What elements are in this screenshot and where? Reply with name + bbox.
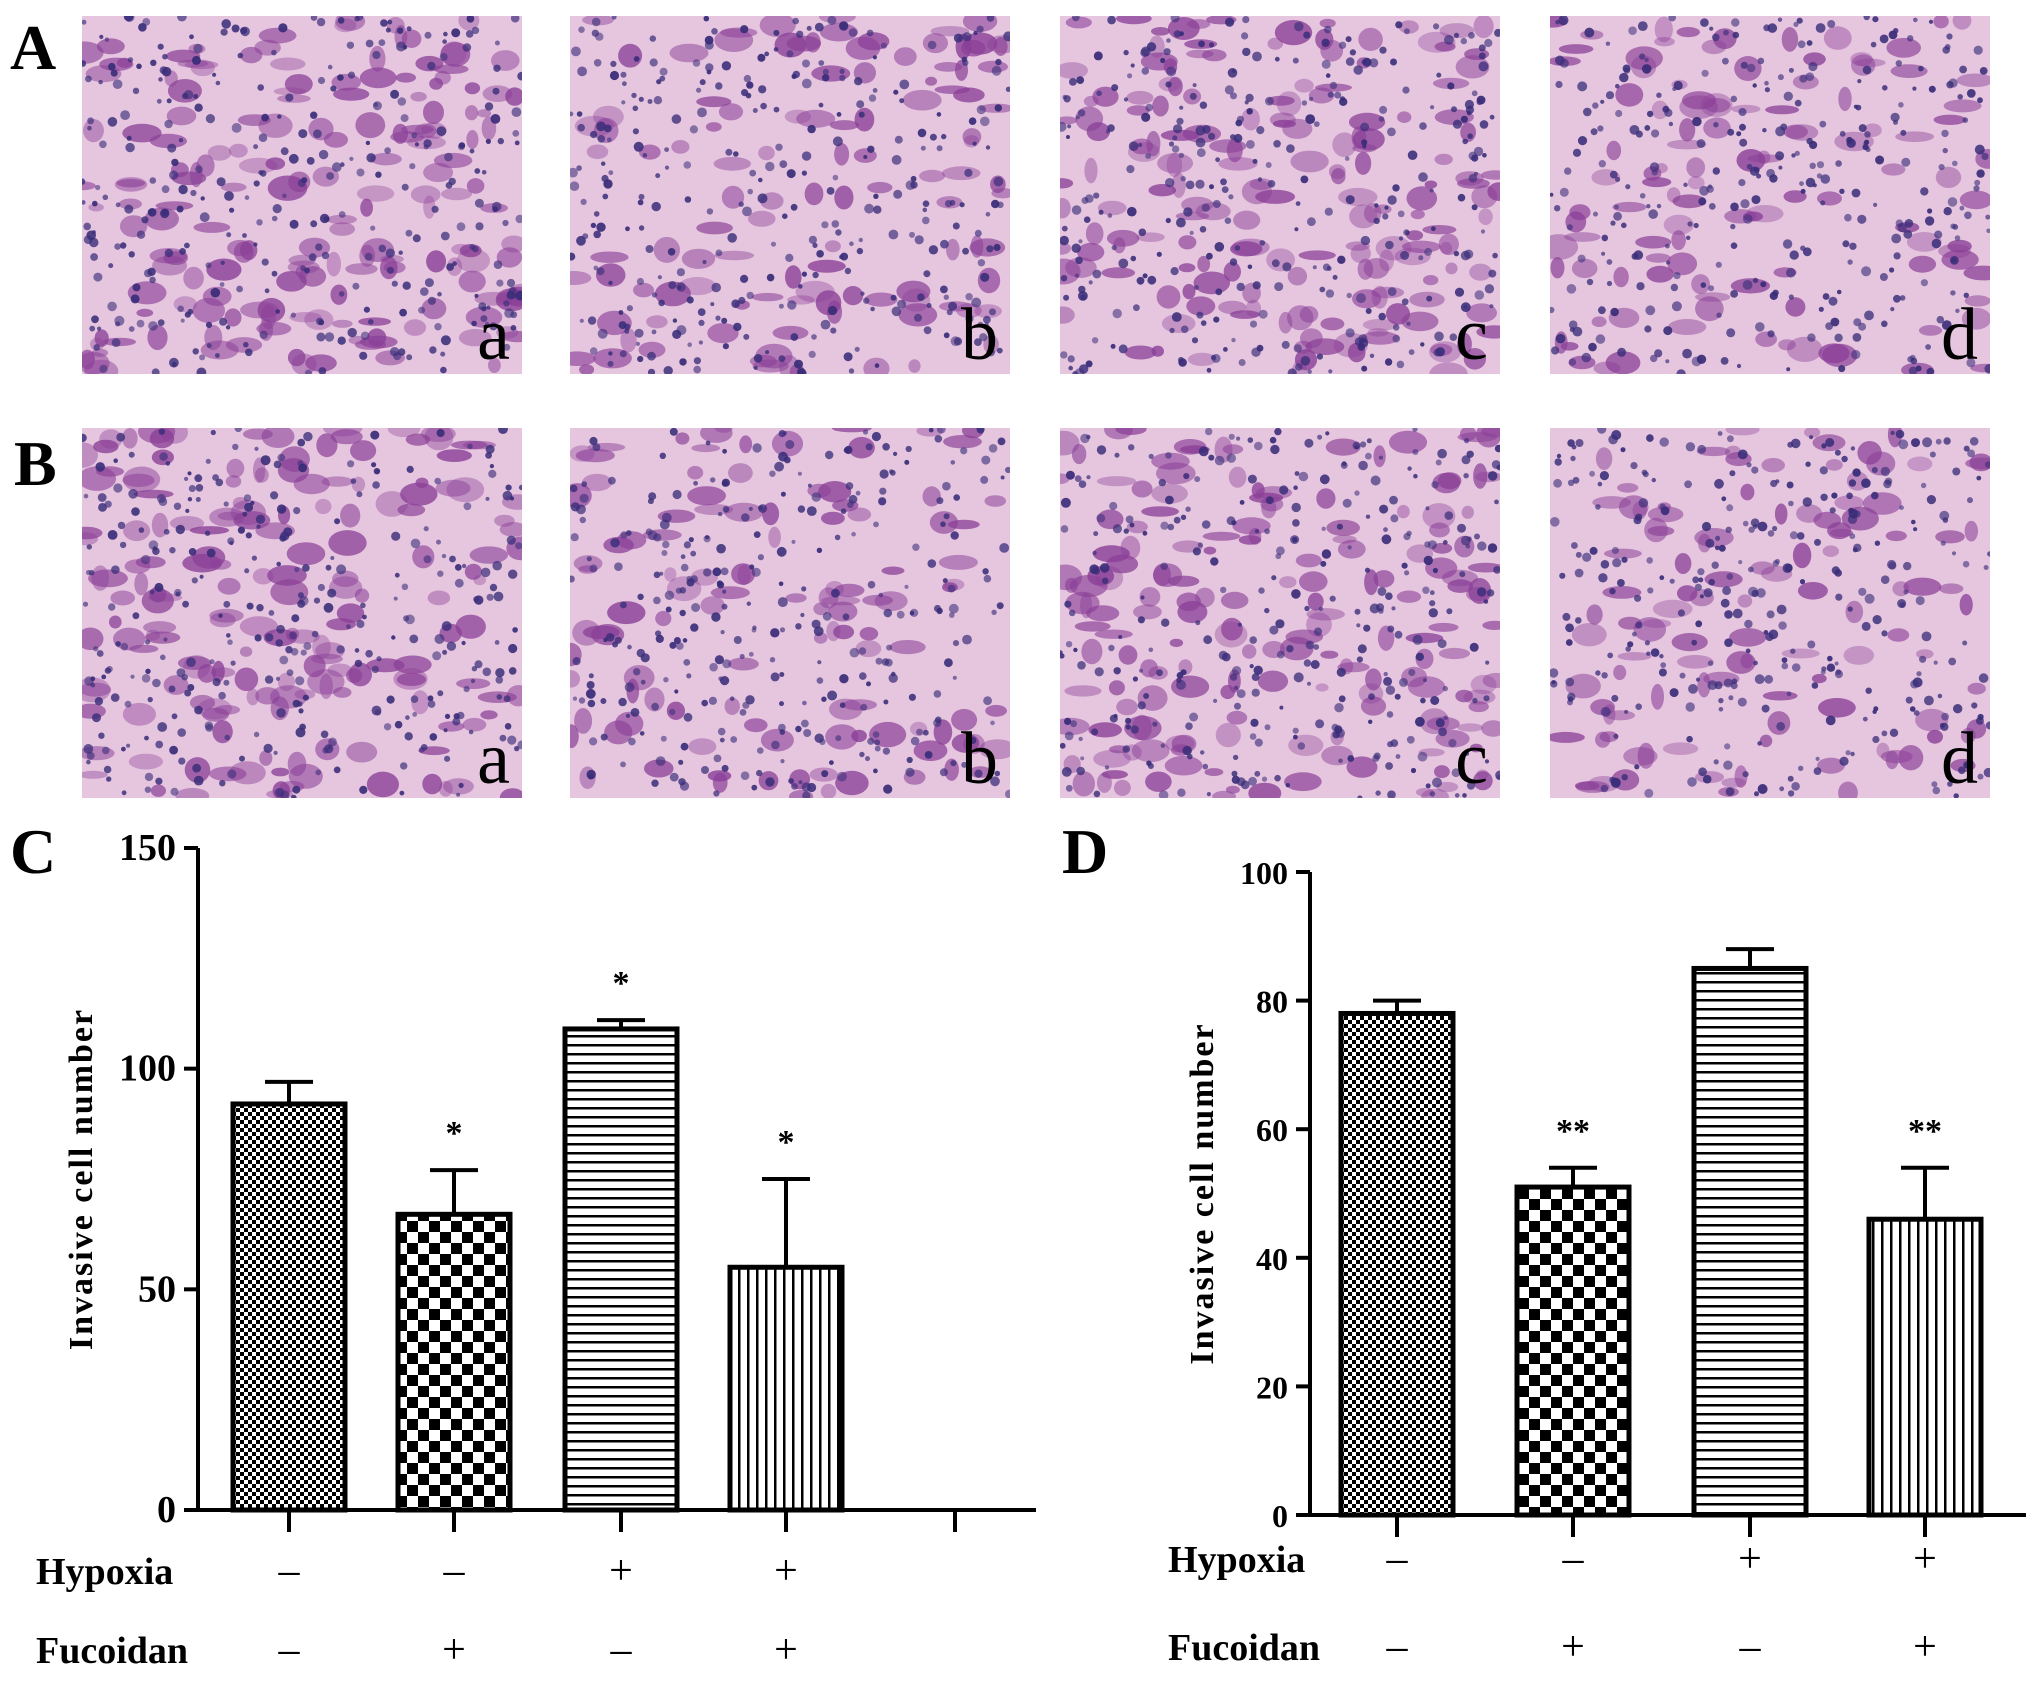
significance-mark: * [778,1124,795,1161]
condition-value: – [278,1627,301,1673]
bar [562,1026,680,1513]
micro-image-b-2: b [570,428,1010,798]
chart-d: 0 20 40 60 80 100 Invasive cell number ** ** Hypo… [1168,855,2026,1670]
significance-mark: * [613,965,630,1002]
y-tick-label: 50 [138,1268,176,1310]
micro-sublabel: d [1941,718,1978,798]
micro-image-b-1: a [82,428,522,798]
chart-c: 0 50 100 150 Invasive cell number * * * Hypoxia –… [36,827,1036,1673]
y-tick-label: 100 [119,1048,176,1090]
y-tick-label: 0 [1272,1498,1288,1534]
significance-mark: * [446,1115,463,1152]
y-tick-label: 0 [157,1489,176,1531]
condition-label: Fucoidan [1168,1627,1320,1669]
condition-value: + [774,1627,798,1673]
y-tick-label: 40 [1256,1241,1288,1277]
y-tick-label: 60 [1256,1112,1288,1148]
micro-sublabel: c [1455,718,1488,798]
condition-value: – [1386,1624,1409,1670]
bar [1514,1184,1632,1518]
condition-value: + [1561,1624,1585,1670]
condition-label: Fucoidan [36,1630,188,1672]
micro-image-a-1: a [82,16,522,374]
condition-label: Hypoxia [36,1551,173,1593]
condition-value: + [1913,1624,1937,1670]
micro-sublabel: d [1941,294,1978,374]
condition-value: + [774,1548,798,1594]
micro-sublabel: c [1455,294,1488,374]
micro-image-a-3: c [1060,16,1500,374]
y-tick-label: 150 [119,827,176,869]
condition-value: – [278,1548,301,1594]
bar [395,1211,513,1513]
micro-sublabel: a [477,718,510,798]
condition-value: – [1562,1536,1585,1582]
condition-value: + [1738,1536,1762,1582]
panel-letter-b: B [14,428,57,499]
y-tick-label: 20 [1256,1369,1288,1405]
condition-value: + [1913,1536,1937,1582]
bar [230,1101,348,1513]
micro-image-b-3: c [1060,428,1500,798]
condition-value: – [610,1627,633,1673]
panel-letter-c: C [10,816,57,887]
micro-image-a-4: d [1550,16,1990,374]
condition-label: Hypoxia [1168,1539,1305,1581]
panel-letter-d: D [1062,816,1109,887]
micro-sublabel: a [477,294,510,374]
significance-mark: ** [1908,1113,1942,1150]
bar [1691,965,1809,1518]
condition-value: + [609,1548,633,1594]
panel-letter-a: A [10,12,57,83]
bar [727,1264,845,1513]
micro-sublabel: b [961,294,998,374]
condition-value: – [1386,1536,1409,1582]
condition-value: – [1739,1624,1762,1670]
condition-value: + [442,1627,466,1673]
y-axis-label: Invasive cell number [63,1008,100,1350]
bar [1866,1216,1984,1518]
y-tick-label: 100 [1240,855,1288,891]
condition-value: – [443,1548,466,1594]
bar [1338,1010,1456,1518]
micro-sublabel: b [961,718,998,798]
y-axis-label: Invasive cell number [1184,1022,1221,1364]
significance-mark: ** [1556,1113,1590,1150]
micro-image-b-4: d [1550,428,1990,798]
y-tick-label: 80 [1256,984,1288,1020]
micro-image-a-2: b [570,16,1010,374]
